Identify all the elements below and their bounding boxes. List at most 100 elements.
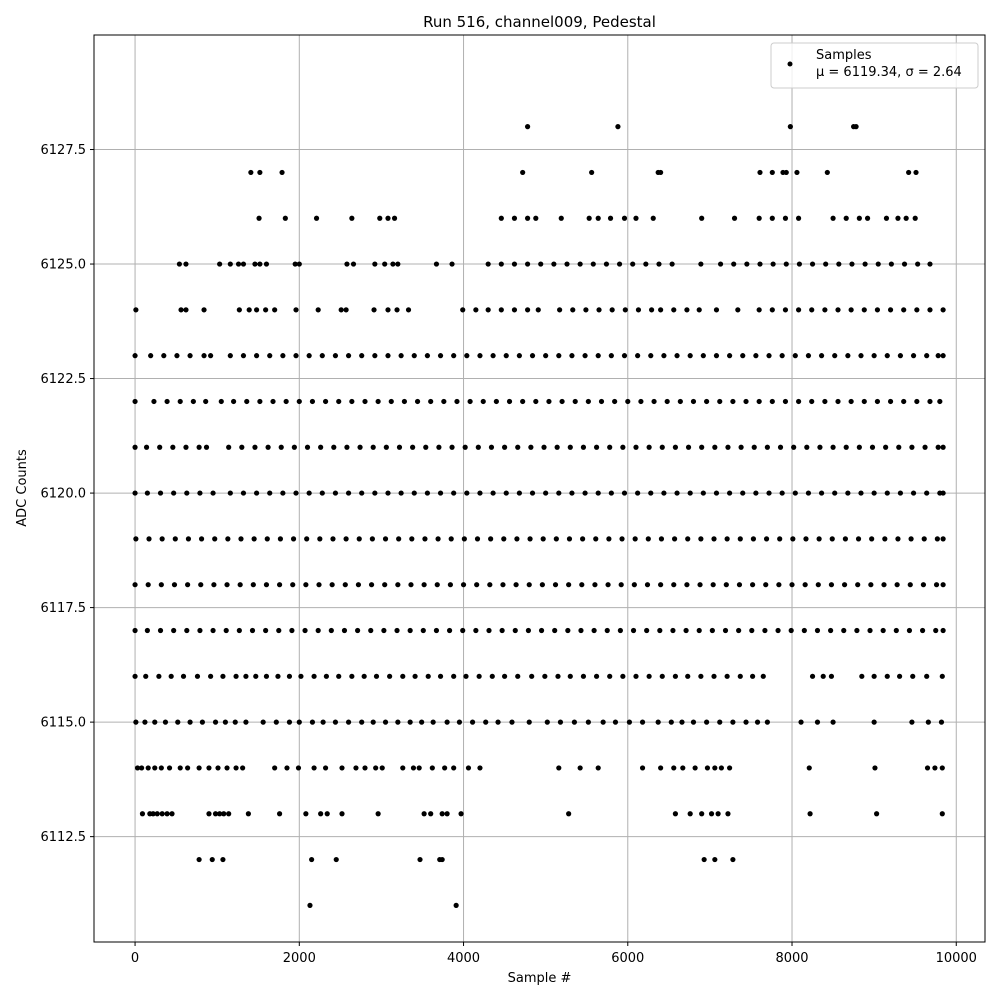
data-point [639, 719, 646, 725]
data-point [524, 261, 531, 267]
data-point [320, 719, 326, 725]
data-point [381, 627, 387, 634]
data-point [279, 169, 285, 176]
data-point [582, 353, 588, 359]
data-point [449, 444, 455, 450]
data-point [498, 307, 504, 313]
data-point [655, 719, 661, 725]
data-point [749, 627, 755, 634]
data-point [699, 215, 705, 221]
data-point [848, 307, 854, 313]
data-point [264, 536, 270, 542]
data-point [134, 765, 141, 771]
data-point [516, 353, 522, 359]
data-point [883, 444, 889, 450]
data-point [501, 444, 508, 450]
data-point [512, 627, 518, 634]
data-point [794, 169, 800, 176]
data-point [277, 536, 284, 542]
data-point [764, 719, 770, 725]
data-point [332, 719, 339, 725]
data-point [782, 398, 789, 405]
data-point [159, 811, 165, 817]
data-point [263, 307, 269, 313]
data-point [328, 627, 334, 634]
data-point [251, 536, 257, 542]
data-point [184, 627, 190, 634]
data-point [143, 673, 149, 679]
data-point [217, 261, 223, 267]
data-point [146, 536, 152, 542]
data-point [293, 307, 299, 313]
data-point [170, 444, 176, 450]
data-point [802, 582, 808, 588]
data-point [158, 582, 164, 588]
data-point [460, 582, 467, 588]
data-point [580, 673, 587, 679]
data-point [359, 490, 365, 496]
data-point [185, 536, 192, 542]
data-point [139, 811, 146, 817]
data-point [322, 398, 329, 405]
data-point [495, 719, 501, 725]
data-point [343, 536, 349, 542]
data-point [387, 673, 393, 679]
data-point [792, 353, 798, 359]
data-point [648, 353, 654, 359]
data-point [546, 398, 552, 405]
data-point [382, 582, 388, 588]
data-point [451, 490, 457, 496]
data-point [541, 444, 547, 450]
data-point [342, 582, 348, 588]
data-point [753, 490, 759, 496]
data-point [311, 673, 317, 679]
data-point [449, 261, 455, 267]
data-point [250, 582, 256, 588]
legend-box [770, 42, 979, 89]
data-point [286, 673, 293, 679]
data-point [349, 398, 355, 405]
data-point [157, 490, 164, 496]
data-point [464, 490, 470, 496]
data-point [513, 582, 519, 588]
data-point [566, 536, 573, 542]
data-point [881, 582, 887, 588]
data-point [740, 353, 746, 359]
data-point [145, 765, 151, 771]
data-point [485, 307, 491, 313]
data-point [704, 398, 710, 405]
data-point [520, 398, 526, 405]
data-point [196, 765, 202, 771]
data-point [145, 582, 151, 588]
data-point [809, 261, 816, 267]
data-point [730, 719, 736, 725]
data-point [177, 398, 183, 405]
data-point [583, 307, 589, 313]
data-point [777, 536, 783, 542]
data-point [661, 490, 667, 496]
data-point [621, 353, 628, 359]
data-point [174, 353, 180, 359]
data-point [542, 673, 548, 679]
data-point [382, 719, 389, 725]
data-point [883, 215, 890, 221]
data-point [643, 261, 649, 267]
data-point [855, 536, 862, 542]
data-point [674, 490, 680, 496]
data-point [712, 856, 718, 863]
data-point [176, 261, 183, 267]
data-point [249, 627, 256, 634]
data-point [150, 811, 156, 817]
data-point [306, 490, 312, 496]
data-point [590, 261, 596, 267]
data-point [198, 582, 204, 588]
data-point [252, 261, 258, 267]
data-point [818, 353, 825, 359]
data-point [820, 673, 826, 679]
x-tick-label: 6000 [611, 951, 644, 966]
data-point [763, 536, 770, 542]
data-point [227, 261, 233, 267]
data-point [446, 627, 453, 634]
data-point [871, 353, 877, 359]
